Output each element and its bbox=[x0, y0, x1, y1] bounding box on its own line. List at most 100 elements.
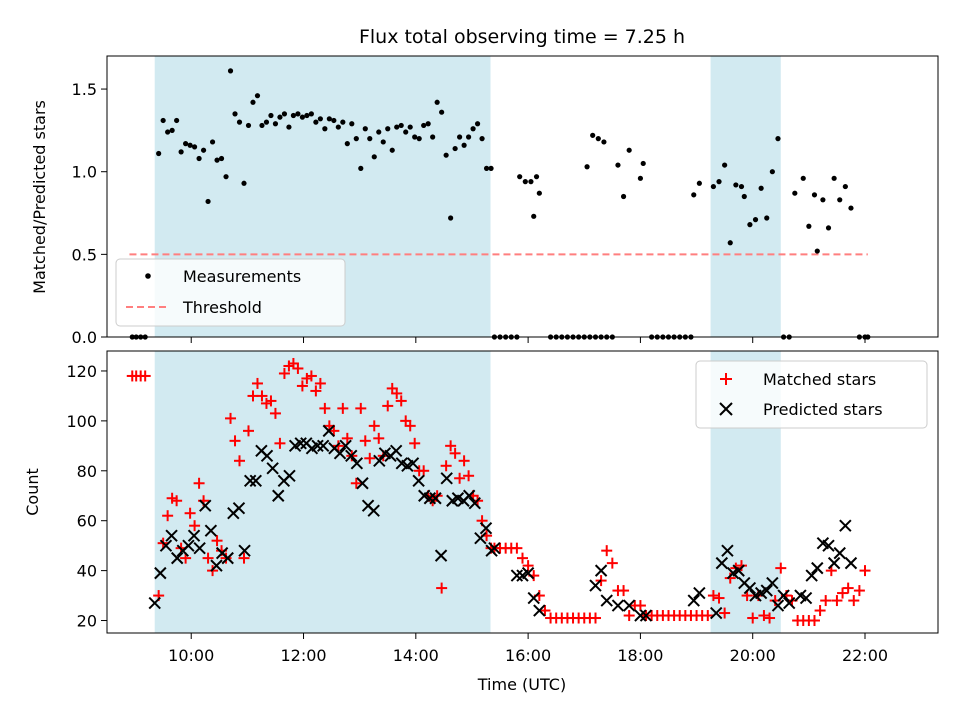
predicted-star-point bbox=[199, 499, 212, 512]
measurement-point bbox=[313, 119, 319, 125]
matched-star-point bbox=[735, 560, 747, 572]
predicted-star-point bbox=[350, 457, 364, 470]
matched-star-point bbox=[837, 587, 849, 599]
y-tick-label: 100 bbox=[66, 412, 97, 431]
matched-star-point bbox=[623, 610, 635, 622]
predicted-star-point bbox=[710, 606, 723, 620]
measurement-point bbox=[259, 122, 265, 129]
predicted-x-b bbox=[429, 492, 442, 505]
matched-star-point bbox=[853, 585, 865, 597]
predicted-x-b bbox=[159, 539, 173, 552]
matched-star-point bbox=[820, 595, 832, 607]
predicted-x-b bbox=[782, 596, 796, 610]
matched-star-point bbox=[702, 610, 714, 622]
measurement-point bbox=[710, 183, 717, 190]
predicted-x-b bbox=[204, 524, 218, 537]
measurement-point bbox=[522, 179, 528, 185]
predicted-star-point bbox=[367, 504, 380, 517]
top-y-axis-label: Matched/Predicted stars bbox=[30, 100, 49, 294]
predicted-x-b bbox=[356, 477, 369, 490]
predicted-x-b bbox=[479, 521, 493, 535]
predicted-x-b bbox=[266, 462, 279, 475]
predicted-star-point bbox=[333, 447, 347, 460]
predicted-star-point bbox=[266, 462, 279, 475]
matched-star-point bbox=[296, 380, 308, 392]
measurement-point bbox=[434, 99, 440, 105]
predicted-x-b bbox=[367, 504, 380, 517]
predicted-star-point bbox=[488, 541, 501, 555]
predicted-x-b bbox=[243, 474, 257, 487]
measurement-point bbox=[236, 119, 243, 125]
measurement-point bbox=[716, 179, 722, 185]
predicted-x-b bbox=[412, 474, 425, 487]
measurement-point bbox=[470, 126, 476, 132]
predicted-star-point bbox=[429, 492, 442, 505]
measurement-point bbox=[178, 149, 184, 155]
measurement-point bbox=[517, 174, 523, 180]
matched-star-point bbox=[601, 545, 613, 557]
measurement-point bbox=[691, 192, 697, 198]
predicted-star-point bbox=[373, 454, 386, 468]
matched-star-point bbox=[436, 582, 448, 594]
measurement-point bbox=[371, 154, 377, 160]
measurement-point bbox=[254, 93, 261, 99]
measurement-point bbox=[474, 121, 481, 127]
x-tick-label: 10:00 bbox=[168, 646, 214, 665]
predicted-x-b bbox=[474, 531, 487, 545]
predicted-star-point bbox=[322, 424, 335, 438]
measurement-point bbox=[752, 217, 759, 223]
predicted-x-b bbox=[839, 519, 852, 532]
matched-star-point bbox=[139, 370, 151, 382]
x-axis-label: Time (UTC) bbox=[477, 675, 566, 694]
bottom-data-marks bbox=[126, 357, 871, 627]
predicted-x-b bbox=[833, 546, 846, 560]
measurement-point bbox=[362, 126, 368, 132]
predicted-star-point bbox=[622, 599, 636, 612]
measurement-point bbox=[160, 117, 166, 124]
matched-star-point bbox=[391, 387, 403, 399]
measurement-point bbox=[825, 225, 832, 231]
predicted-star-point bbox=[521, 566, 535, 580]
predicted-x-b bbox=[771, 599, 785, 612]
measurement-point bbox=[322, 126, 328, 132]
y-tick-label: 80 bbox=[77, 462, 97, 481]
matched-star-point bbox=[454, 472, 466, 484]
measurement-point bbox=[308, 111, 314, 117]
measurement-point bbox=[800, 175, 806, 181]
matched-star-point bbox=[364, 452, 376, 464]
predicted-star-point bbox=[272, 489, 285, 502]
predicted-x-b bbox=[527, 591, 540, 605]
predicted-star-point bbox=[249, 474, 263, 487]
measurement-point bbox=[595, 136, 601, 142]
predicted-star-point bbox=[721, 544, 734, 557]
bottom-shaded-intervals bbox=[154, 351, 781, 633]
measurement-point bbox=[842, 183, 848, 190]
predicted-star-point bbox=[316, 439, 330, 453]
predicted-star-point bbox=[311, 439, 324, 453]
legend-matched-label: Matched stars bbox=[763, 370, 876, 389]
measurement-point bbox=[727, 240, 733, 246]
matched-star-point bbox=[404, 420, 416, 432]
measurement-point bbox=[626, 147, 632, 153]
predicted-x-b bbox=[766, 576, 779, 590]
predicted-x-b bbox=[148, 596, 161, 610]
matched-star-point bbox=[314, 377, 326, 389]
measurement-point bbox=[806, 223, 812, 229]
predicted-x-b bbox=[794, 589, 807, 602]
predicted-x-b bbox=[844, 556, 858, 570]
predicted-x-b bbox=[589, 579, 602, 592]
measurement-point bbox=[601, 139, 607, 145]
predicted-x-b bbox=[468, 497, 481, 510]
legend-predicted-marker bbox=[719, 402, 733, 416]
predicted-x-b bbox=[210, 559, 223, 572]
predicted-star-point bbox=[243, 474, 257, 487]
matched-star-point bbox=[332, 440, 344, 452]
matched-star-point bbox=[517, 552, 528, 564]
measurement-point bbox=[837, 197, 843, 203]
predicted-star-point bbox=[533, 604, 546, 617]
measurement-point bbox=[848, 205, 854, 211]
measurement-point bbox=[232, 111, 238, 117]
predicted-star-point bbox=[805, 569, 818, 582]
measurement-point bbox=[479, 136, 485, 142]
